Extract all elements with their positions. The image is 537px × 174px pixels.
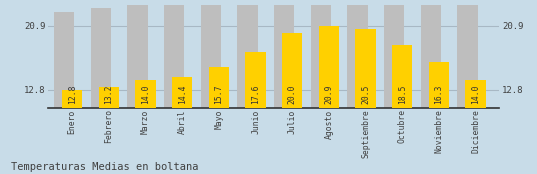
Bar	[384, 0, 404, 108]
Text: 13.2: 13.2	[104, 84, 113, 104]
Bar	[429, 62, 449, 174]
Text: 15.7: 15.7	[214, 84, 223, 104]
Bar	[237, 57, 258, 174]
Bar	[62, 90, 82, 174]
Bar	[274, 0, 294, 108]
Bar	[164, 82, 184, 174]
Bar	[347, 0, 367, 108]
Bar	[201, 72, 221, 174]
Bar	[311, 30, 331, 174]
Bar	[91, 8, 111, 108]
Bar	[347, 34, 367, 174]
Text: 20.0: 20.0	[288, 84, 297, 104]
Bar	[237, 0, 258, 108]
Bar	[201, 0, 221, 108]
Bar	[392, 45, 412, 174]
Bar	[54, 94, 74, 174]
Text: 14.4: 14.4	[178, 84, 187, 104]
Bar	[135, 80, 156, 174]
Text: 14.0: 14.0	[141, 84, 150, 104]
Bar	[164, 0, 184, 108]
Bar	[274, 38, 294, 174]
Text: 18.5: 18.5	[398, 84, 407, 104]
Bar	[245, 52, 266, 174]
Bar	[458, 2, 477, 108]
Bar	[421, 0, 441, 108]
Bar	[311, 0, 331, 108]
Bar	[421, 67, 441, 174]
Bar	[282, 33, 302, 174]
Bar	[355, 29, 376, 174]
Text: 20.5: 20.5	[361, 84, 370, 104]
Bar	[384, 49, 404, 174]
Text: 12.8: 12.8	[68, 84, 77, 104]
Bar	[127, 85, 148, 174]
Bar	[466, 80, 485, 174]
Bar	[319, 26, 339, 174]
Bar	[209, 67, 229, 174]
Bar	[99, 86, 119, 174]
Bar	[458, 85, 477, 174]
Text: 17.6: 17.6	[251, 84, 260, 104]
Text: 16.3: 16.3	[434, 84, 444, 104]
Bar	[172, 77, 192, 174]
Text: 14.0: 14.0	[471, 84, 480, 104]
Bar	[91, 91, 111, 174]
Bar	[127, 2, 148, 108]
Text: Temperaturas Medias en boltana: Temperaturas Medias en boltana	[11, 162, 198, 172]
Bar	[54, 11, 74, 108]
Text: 20.9: 20.9	[324, 84, 333, 104]
